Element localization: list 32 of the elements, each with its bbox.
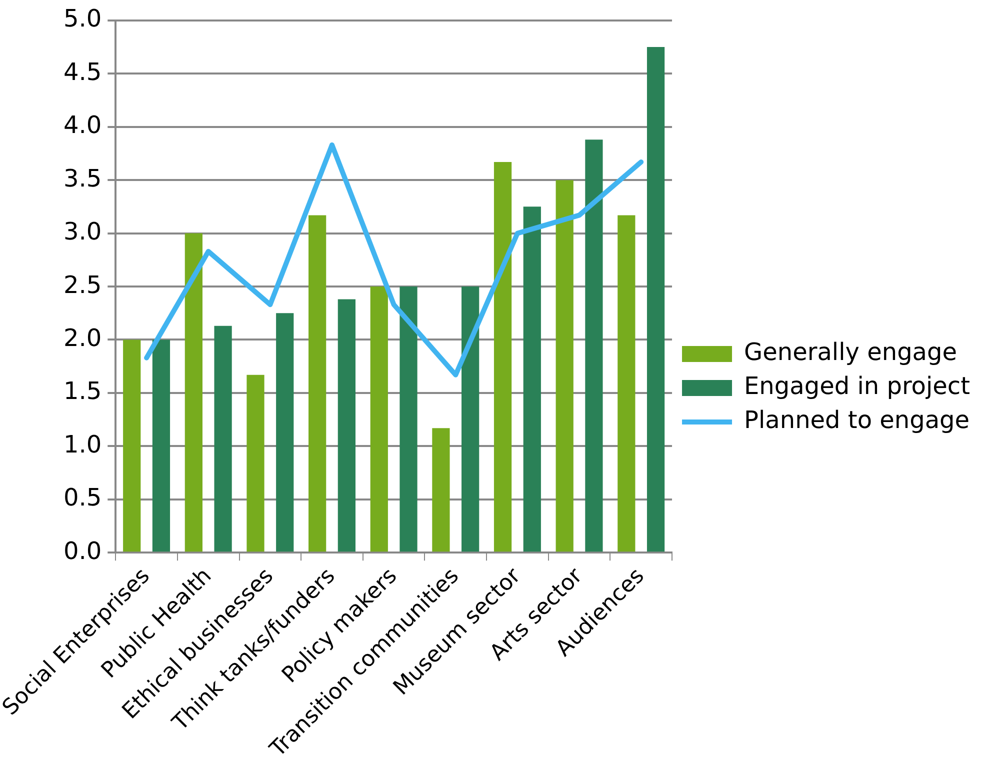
y-tick-label: 0.5 <box>63 484 102 512</box>
legend-label: Planned to engage <box>744 406 970 434</box>
y-tick-label: 3.5 <box>63 164 102 192</box>
bar <box>556 180 574 552</box>
bar <box>523 206 541 552</box>
y-tick-label: 1.0 <box>63 430 102 458</box>
bar <box>246 374 264 552</box>
bar <box>308 215 326 552</box>
y-tick-label: 2.5 <box>63 270 102 299</box>
y-tick-label: 4.0 <box>63 111 102 140</box>
bar <box>494 162 512 552</box>
bar <box>370 286 388 552</box>
bar <box>646 47 665 552</box>
y-tick-label: 2.0 <box>63 324 102 352</box>
y-tick-label: 1.5 <box>63 377 102 406</box>
y-tick-label: 4.5 <box>63 58 102 86</box>
legend-label: Generally engage <box>744 338 958 366</box>
bar <box>432 428 450 552</box>
bar <box>152 340 170 552</box>
bar <box>618 215 636 552</box>
y-tick-label: 3.0 <box>63 218 102 246</box>
y-tick-label: 0.0 <box>63 536 102 565</box>
bar <box>400 286 418 552</box>
y-tick-label: 5.0 <box>63 4 102 33</box>
legend-label: Engaged in project <box>744 372 970 400</box>
bar <box>214 326 232 552</box>
bar <box>123 340 141 552</box>
bar <box>585 140 603 552</box>
bar <box>276 313 294 552</box>
bar <box>338 299 356 552</box>
bar <box>462 286 480 552</box>
bar <box>184 233 202 552</box>
